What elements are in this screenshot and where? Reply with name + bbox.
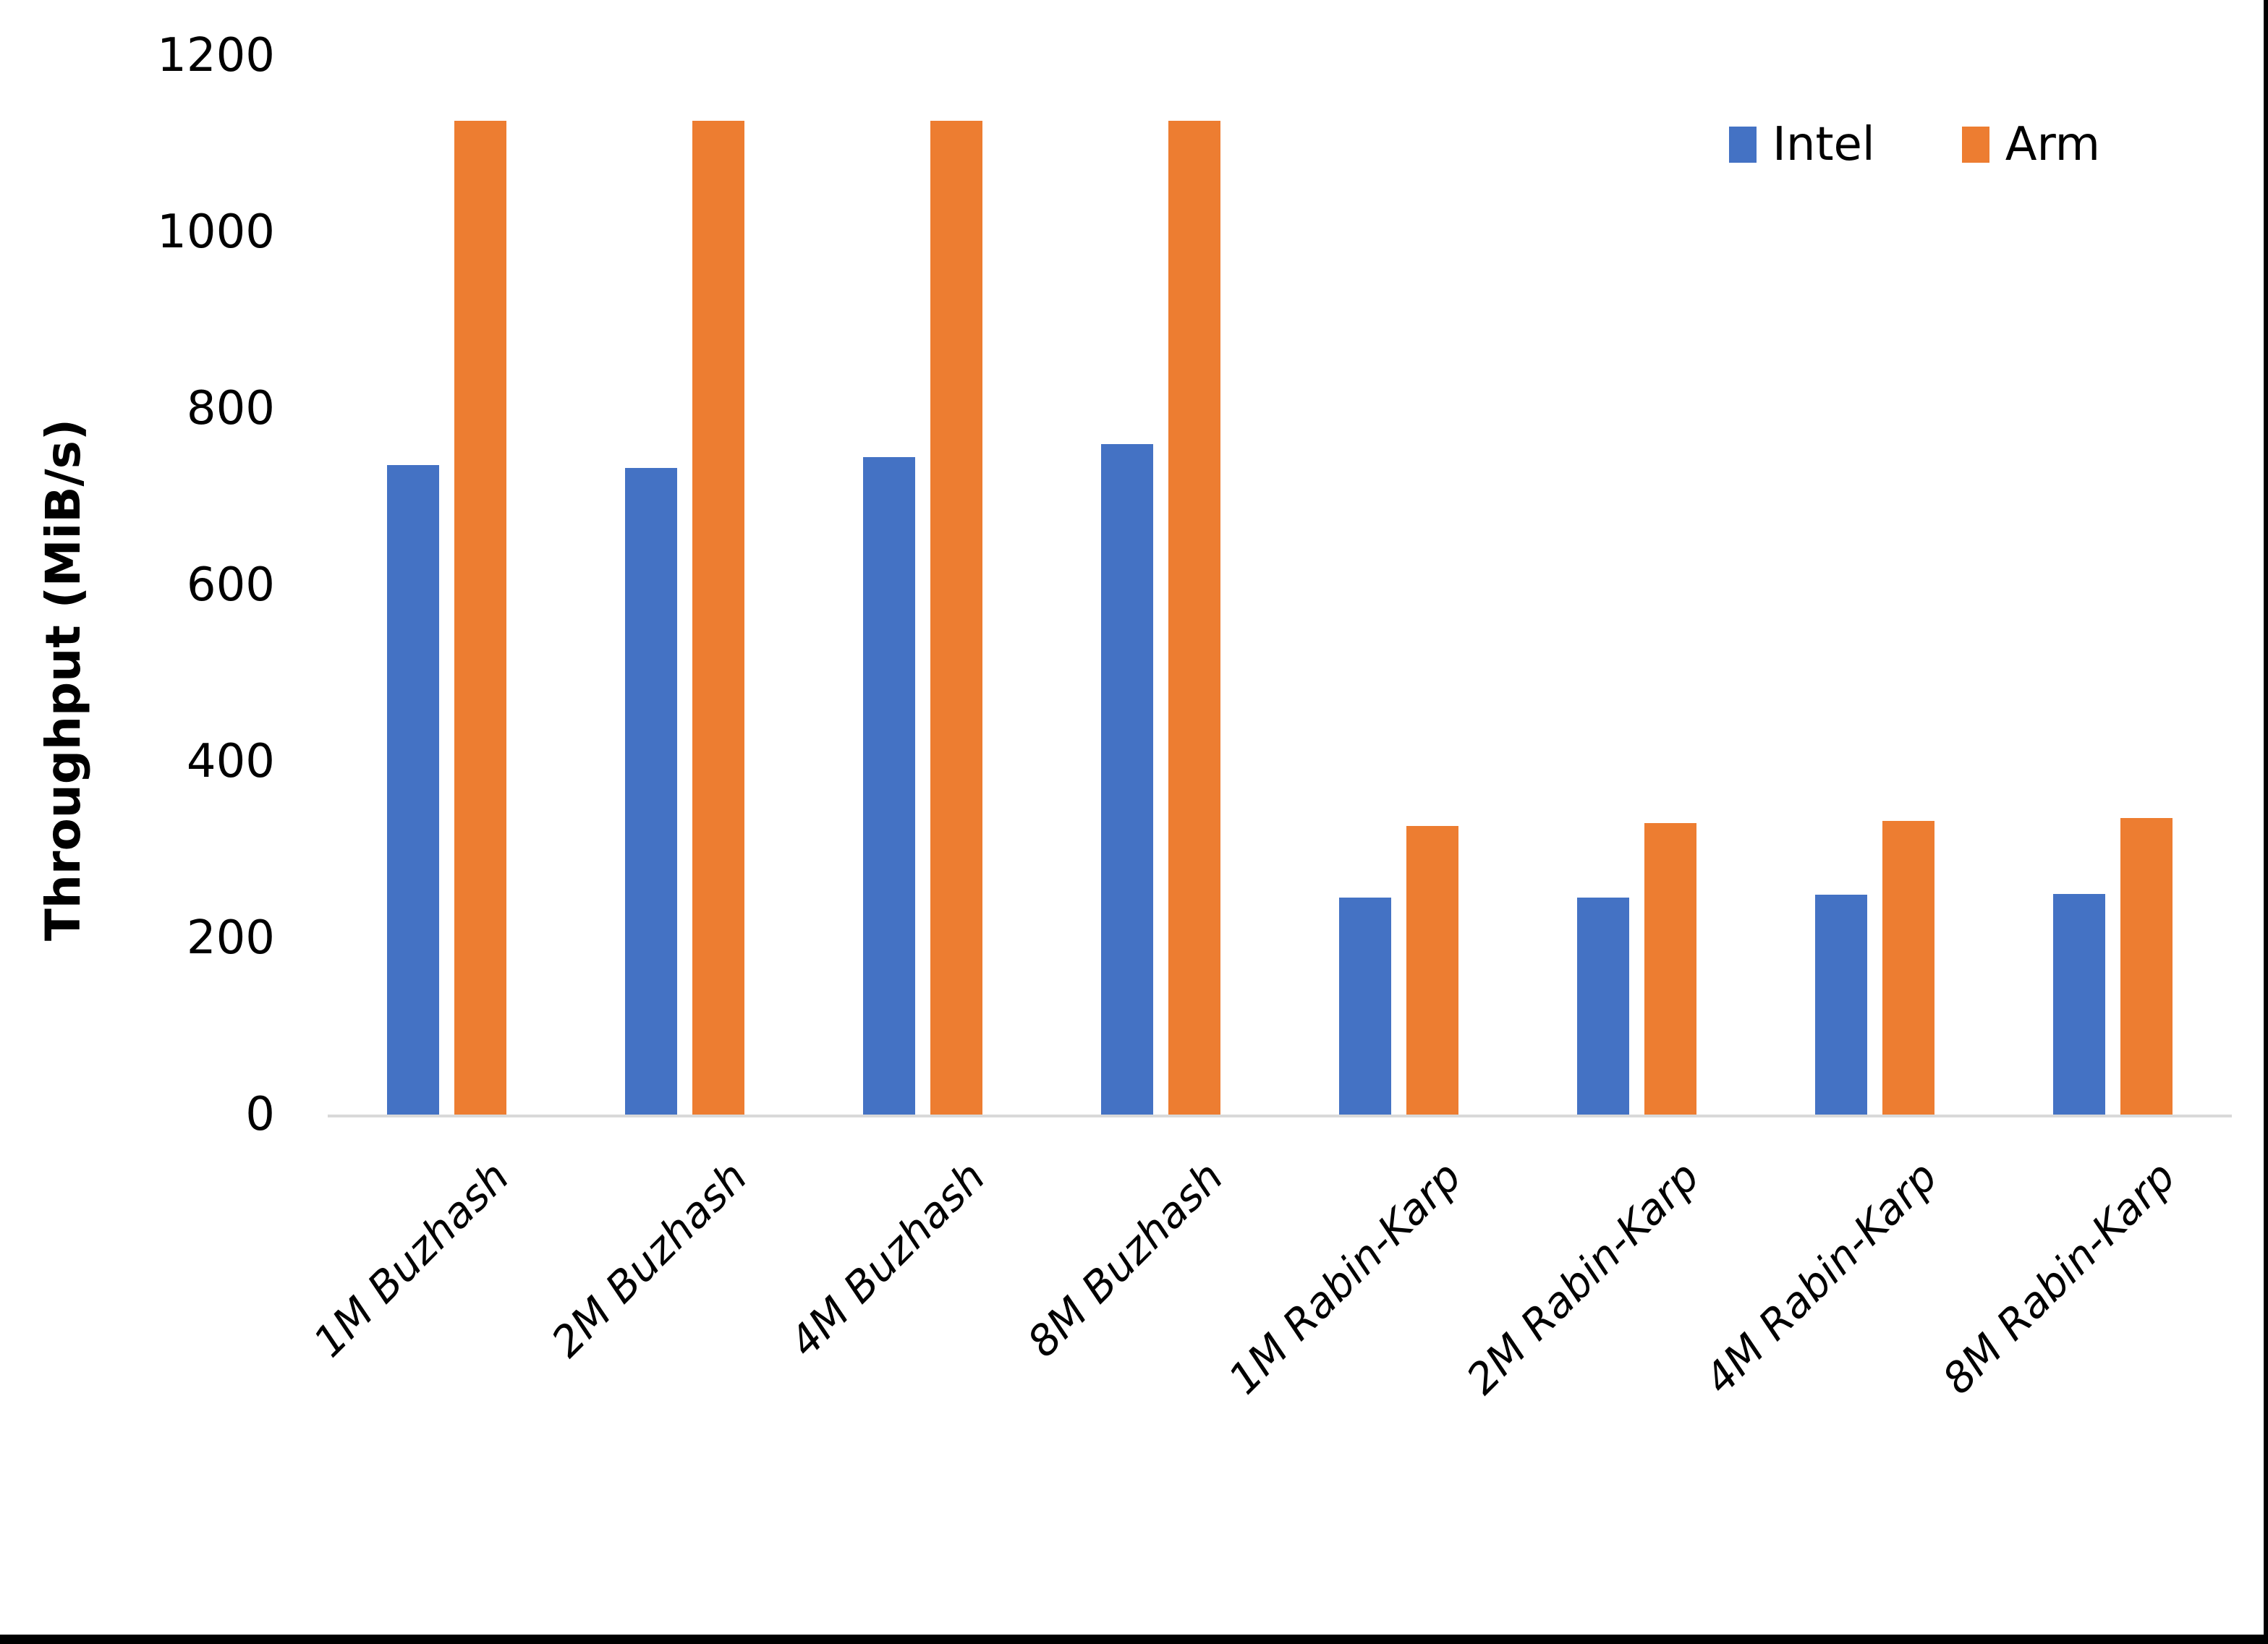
x-category-label-1m-rabin-karp: 1M Rabin-Karp <box>1218 1151 1471 1404</box>
bar-intel-1m-buzhash <box>387 465 439 1115</box>
bar-intel-4m-buzhash <box>863 457 915 1115</box>
bar-intel-2m-buzhash <box>625 468 677 1115</box>
x-category-label-4m-rabin-karp: 4M Rabin-Karp <box>1694 1151 1947 1404</box>
legend-label-intel: Intel <box>1772 118 1875 171</box>
y-axis-title: Throughput (MiB/s) <box>35 418 91 942</box>
x-category-label-1m-buzhash: 1M Buzhash <box>303 1151 519 1367</box>
bar-intel-1m-rabin-karp <box>1339 898 1391 1115</box>
bar-arm-8m-buzhash <box>1168 121 1220 1115</box>
bar-arm-2m-buzhash <box>692 121 744 1115</box>
legend-swatch-arm <box>1961 127 1989 163</box>
bar-arm-8m-rabin-karp <box>2120 818 2173 1115</box>
bar-arm-1m-buzhash <box>454 121 506 1115</box>
bar-intel-4m-rabin-karp <box>1815 895 1867 1115</box>
y-tick-label-600: 600 <box>186 558 275 612</box>
page-right-border <box>2264 0 2268 1644</box>
y-tick-label-0: 0 <box>245 1088 275 1141</box>
bar-intel-8m-rabin-karp <box>2053 894 2105 1115</box>
x-category-label-8m-buzhash: 8M Buzhash <box>1017 1151 1233 1367</box>
legend-item-arm: Arm <box>1961 118 2100 171</box>
x-category-label-2m-buzhash: 2M Buzhash <box>541 1151 757 1367</box>
legend-swatch-intel <box>1729 127 1757 163</box>
x-axis-line <box>328 1115 2232 1117</box>
legend-label-arm: Arm <box>2005 118 2100 171</box>
x-category-label-8m-rabin-karp: 8M Rabin-Karp <box>1932 1151 2185 1404</box>
page-bottom-border <box>0 1635 2268 1644</box>
bar-arm-4m-buzhash <box>930 121 982 1115</box>
bar-intel-2m-rabin-karp <box>1577 898 1629 1115</box>
legend: Intel Arm <box>1729 122 2100 168</box>
bar-arm-4m-rabin-karp <box>1882 821 1934 1115</box>
legend-item-intel: Intel <box>1729 122 1875 168</box>
y-tick-label-800: 800 <box>186 382 275 435</box>
y-tick-label-1000: 1000 <box>157 205 275 259</box>
x-category-label-2m-rabin-karp: 2M Rabin-Karp <box>1456 1151 1709 1404</box>
bar-arm-1m-rabin-karp <box>1406 826 1458 1115</box>
bar-arm-2m-rabin-karp <box>1644 823 1696 1115</box>
bar-intel-8m-buzhash <box>1101 444 1153 1115</box>
y-tick-label-1200: 1200 <box>157 29 275 82</box>
y-tick-label-400: 400 <box>186 735 275 788</box>
y-tick-label-200: 200 <box>186 911 275 965</box>
x-category-label-4m-buzhash: 4M Buzhash <box>779 1151 995 1367</box>
